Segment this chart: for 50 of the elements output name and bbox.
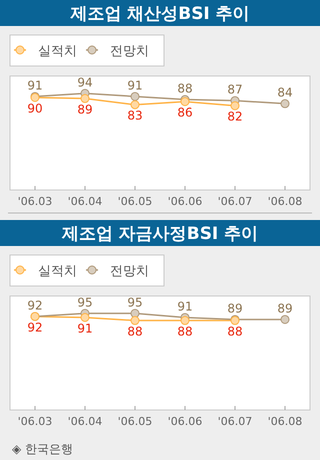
data-label: 82 xyxy=(227,110,243,124)
point xyxy=(130,100,140,110)
point xyxy=(280,99,290,108)
point xyxy=(130,316,140,326)
x-tick-label: '06.08 xyxy=(268,415,302,428)
chart-title: 제조업 자금사정BSI 추이 xyxy=(60,224,258,244)
data-label: 92 xyxy=(27,298,43,312)
x-tick-label: '06.05 xyxy=(118,415,152,428)
chart-title: 제조업 채산성BSI 추이 xyxy=(69,4,250,24)
data-label: 86 xyxy=(177,106,193,120)
x-tick-label: '06.04 xyxy=(68,195,102,208)
x-tick-label: '06.07 xyxy=(218,195,252,208)
data-label: 95 xyxy=(77,295,93,310)
text: ◈ 한국은행 xyxy=(12,442,74,456)
data-label: 92 xyxy=(27,320,43,334)
x-tick-label: '06.08 xyxy=(268,195,302,208)
x-tick-label: '06.06 xyxy=(168,415,202,428)
legend-label: 전망치 xyxy=(110,44,149,59)
x-tick-label: '06.04 xyxy=(68,415,102,428)
legend-label: 전망치 xyxy=(110,264,149,279)
data-label: 89 xyxy=(277,301,293,316)
data-label: 84 xyxy=(277,86,293,100)
point xyxy=(230,101,240,110)
data-label: 94 xyxy=(77,75,93,90)
data-label: 91 xyxy=(177,299,193,314)
data-label: 88 xyxy=(227,324,243,339)
legend-label: 실적치 xyxy=(38,44,77,59)
data-label: 88 xyxy=(177,82,193,96)
data-label: 83 xyxy=(127,108,143,123)
data-label: 91 xyxy=(27,78,43,92)
legend-label: 실적치 xyxy=(38,264,77,279)
x-tick-label: '06.05 xyxy=(118,195,152,208)
point xyxy=(280,314,290,324)
data-label: 95 xyxy=(127,295,143,310)
x-tick-label: '06.07 xyxy=(218,415,252,428)
data-label: 89 xyxy=(77,102,93,117)
x-tick-label: '06.03 xyxy=(18,195,52,208)
data-label: 88 xyxy=(127,324,143,339)
data-label: 91 xyxy=(77,321,93,336)
data-label: 87 xyxy=(227,82,243,97)
data-label: 91 xyxy=(127,78,143,92)
data-label: 88 xyxy=(177,324,193,339)
data-label: 89 xyxy=(227,301,243,316)
data-label: 90 xyxy=(27,102,43,116)
point xyxy=(80,94,90,104)
point xyxy=(80,312,90,322)
x-tick-label: '06.06 xyxy=(168,195,202,208)
point xyxy=(180,316,190,326)
point xyxy=(130,92,140,101)
x-tick-label: '06.03 xyxy=(18,415,52,428)
